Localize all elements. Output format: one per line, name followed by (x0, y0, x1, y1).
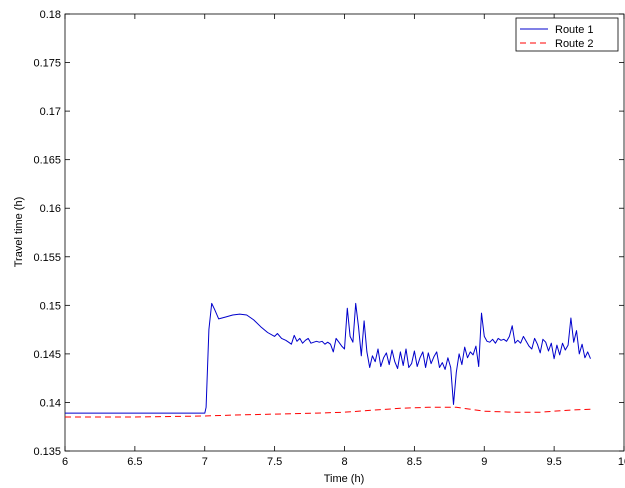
y-tick-label: 0.175 (33, 58, 61, 70)
x-tick-label: 6 (62, 456, 68, 468)
y-tick-label: 0.17 (40, 106, 61, 118)
y-tick-label: 0.18 (40, 9, 61, 21)
y-tick-label: 0.145 (33, 349, 61, 361)
x-axis: 6 6.5 7 7.5 8 8.5 9 9.5 10 (62, 14, 625, 468)
x-tick-label: 8 (341, 456, 347, 468)
y-tick-label: 0.165 (33, 155, 61, 167)
legend-route-1-label: Route 1 (555, 24, 594, 36)
y-tick-label: 0.15 (40, 300, 61, 312)
x-tick-label: 9.5 (546, 456, 561, 468)
x-axis-label: Time (h) (324, 473, 365, 485)
series-line-route-2 (65, 406, 591, 418)
legend-route-2-label: Route 2 (555, 38, 594, 50)
series-line-route-1 (65, 302, 591, 414)
x-tick-label: 6.5 (127, 456, 142, 468)
plot-area (64, 13, 625, 452)
y-tick-label: 0.14 (40, 397, 61, 409)
x-tick-label: 8.5 (407, 456, 422, 468)
x-tick-label: 7 (202, 456, 208, 468)
legend: Route 1 Route 2 (515, 17, 619, 52)
y-axis: 0.135 0.14 0.145 0.15 0.155 0.16 0.165 0.17 0.17… (33, 9, 624, 458)
x-tick-label: 10 (618, 456, 625, 468)
series-layer (65, 302, 591, 418)
y-axis-label: Travel time (h) (13, 197, 25, 268)
legend-box (515, 17, 619, 52)
y-tick-label: 0.16 (40, 203, 61, 215)
x-tick-label: 9 (481, 456, 487, 468)
x-tick-label: 7.5 (267, 456, 282, 468)
y-tick-label: 0.135 (33, 446, 61, 458)
y-tick-label: 0.155 (33, 252, 61, 264)
